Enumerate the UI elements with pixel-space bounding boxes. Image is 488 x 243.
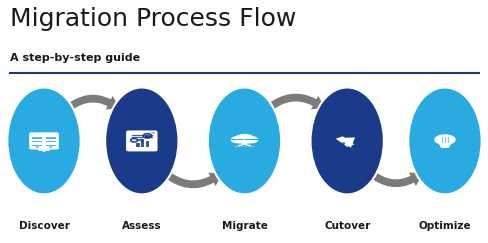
FancyBboxPatch shape bbox=[136, 143, 140, 147]
FancyBboxPatch shape bbox=[42, 132, 59, 149]
FancyBboxPatch shape bbox=[46, 145, 56, 146]
Circle shape bbox=[49, 146, 52, 148]
Circle shape bbox=[230, 136, 244, 143]
FancyArrowPatch shape bbox=[264, 94, 324, 113]
Circle shape bbox=[241, 135, 254, 142]
FancyBboxPatch shape bbox=[439, 145, 449, 147]
Ellipse shape bbox=[7, 87, 81, 194]
FancyBboxPatch shape bbox=[32, 137, 42, 139]
FancyArrowPatch shape bbox=[366, 169, 422, 187]
Circle shape bbox=[42, 150, 45, 152]
Text: Optimize: Optimize bbox=[418, 221, 470, 231]
Ellipse shape bbox=[207, 87, 281, 194]
FancyArrowPatch shape bbox=[162, 169, 222, 188]
Text: A step-by-step guide: A step-by-step guide bbox=[10, 53, 140, 63]
FancyBboxPatch shape bbox=[440, 147, 448, 148]
Circle shape bbox=[244, 136, 258, 143]
Circle shape bbox=[433, 134, 455, 145]
Ellipse shape bbox=[105, 87, 178, 194]
Text: Discover: Discover bbox=[19, 221, 69, 231]
Circle shape bbox=[242, 145, 246, 147]
FancyBboxPatch shape bbox=[229, 139, 259, 140]
FancyBboxPatch shape bbox=[141, 139, 144, 147]
FancyBboxPatch shape bbox=[29, 132, 45, 149]
FancyBboxPatch shape bbox=[438, 144, 450, 145]
Circle shape bbox=[251, 145, 254, 147]
Circle shape bbox=[36, 146, 39, 148]
Circle shape bbox=[234, 134, 254, 144]
FancyBboxPatch shape bbox=[46, 141, 56, 142]
Circle shape bbox=[234, 145, 237, 147]
Polygon shape bbox=[149, 132, 154, 134]
FancyBboxPatch shape bbox=[46, 137, 56, 139]
Polygon shape bbox=[335, 136, 354, 147]
FancyBboxPatch shape bbox=[32, 141, 42, 142]
Circle shape bbox=[234, 135, 247, 142]
Ellipse shape bbox=[310, 87, 383, 194]
Text: Cutover: Cutover bbox=[324, 221, 369, 231]
Circle shape bbox=[238, 134, 250, 140]
FancyBboxPatch shape bbox=[126, 130, 157, 151]
FancyArrowPatch shape bbox=[64, 95, 119, 113]
Text: Assess: Assess bbox=[122, 221, 162, 231]
FancyArrowPatch shape bbox=[343, 138, 354, 148]
FancyBboxPatch shape bbox=[32, 145, 42, 146]
Text: Migration Process Flow: Migration Process Flow bbox=[10, 7, 296, 31]
Text: Migrate: Migrate bbox=[221, 221, 267, 231]
Ellipse shape bbox=[407, 87, 481, 194]
FancyBboxPatch shape bbox=[145, 141, 149, 147]
